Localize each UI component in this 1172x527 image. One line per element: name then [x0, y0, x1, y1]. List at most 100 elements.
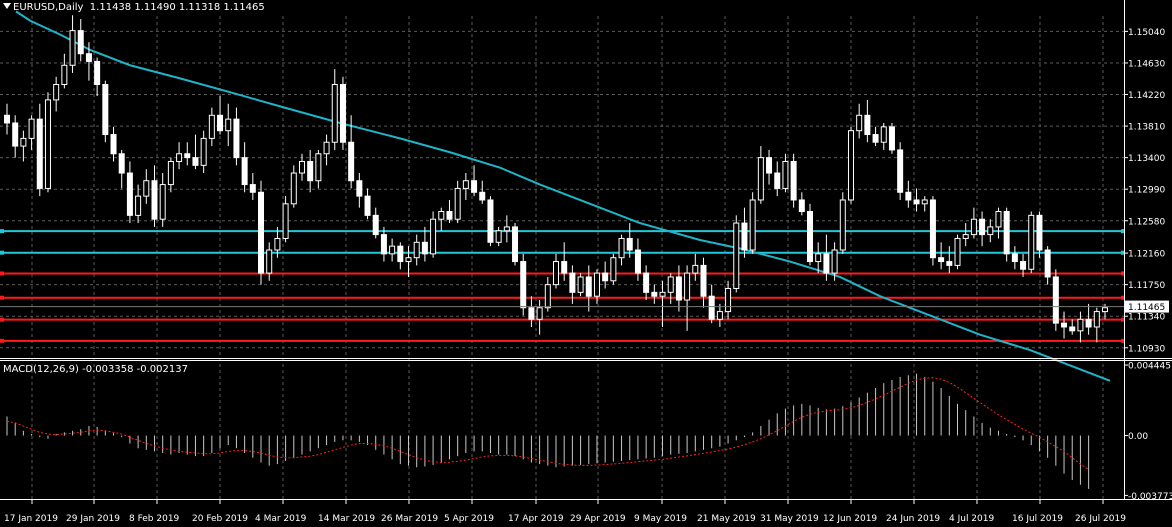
- bull-candle: [962, 234, 969, 239]
- bear-candle: [1036, 214, 1043, 251]
- bear-candle: [36, 118, 43, 189]
- bull-candle: [577, 276, 584, 293]
- bear-candle: [675, 276, 682, 301]
- price-tick-label: 1.14220: [1128, 91, 1165, 101]
- time-tick-label: 17 Apr 2019: [508, 514, 564, 524]
- time-tick-label: 8 Feb 2019: [129, 514, 180, 524]
- time-tick-label: 4 Jul 2019: [949, 514, 994, 524]
- price-tick-label: 1.12160: [1128, 250, 1165, 260]
- bull-candle: [782, 160, 789, 189]
- bull-candle: [880, 126, 887, 143]
- bull-candle: [839, 199, 846, 251]
- time-tick-label: 12 Jun 2019: [823, 514, 877, 524]
- time-tick-label: 21 May 2019: [697, 514, 756, 524]
- bull-candle: [225, 118, 232, 132]
- axes: 1.15040 1.14630 1.14220 1.13810 1.13400 1.129…: [0, 28, 1172, 524]
- bull-candle: [610, 257, 617, 282]
- macd-tick-label: 0.00: [1128, 432, 1148, 442]
- bull-candle: [167, 160, 174, 186]
- bull-candle: [831, 249, 838, 274]
- level-handle: [0, 317, 4, 322]
- bull-candle: [176, 153, 183, 162]
- bear-candle: [823, 253, 830, 274]
- bear-candle: [192, 157, 199, 166]
- triangle-down-icon[interactable]: [3, 3, 11, 9]
- bear-candle: [421, 241, 428, 255]
- bull-candle: [593, 272, 600, 297]
- macd-tick-label: 0.004445: [1128, 362, 1171, 372]
- bull-candle: [266, 249, 273, 274]
- bull-candle: [28, 118, 35, 139]
- current-price-box: [1125, 300, 1169, 313]
- macd-header: MACD(12,26,9) -0.003358 -0.002137: [3, 364, 188, 376]
- bull-candle: [323, 141, 330, 155]
- time-tick-label: 26 Mar 2019: [381, 514, 438, 524]
- bull-candle: [987, 226, 994, 236]
- time-tick-label: 26 Jul 2019: [1075, 514, 1126, 524]
- bull-candle: [143, 180, 150, 197]
- moving-average: [15, 10, 1111, 382]
- bear-candle: [233, 118, 240, 159]
- time-tick-label: 24 Jun 2019: [886, 514, 940, 524]
- moving-average-line: [15, 10, 1111, 382]
- bull-candle: [135, 195, 142, 216]
- bear-candle: [77, 30, 84, 55]
- bull-candle: [1077, 318, 1084, 332]
- bear-candle: [651, 291, 658, 297]
- bear-candle: [118, 153, 125, 174]
- time-tick-label: 29 Jan 2019: [66, 514, 120, 524]
- time-tick-label: 20 Feb 2019: [192, 514, 248, 524]
- bull-candle: [553, 261, 559, 286]
- bear-candle: [110, 134, 117, 155]
- bull-candle: [1093, 311, 1100, 328]
- macd-signal-line: [6, 377, 1089, 470]
- bull-candle: [970, 218, 977, 236]
- bear-candle: [766, 157, 773, 174]
- bear-candle: [126, 172, 133, 216]
- bull-candle: [405, 257, 412, 263]
- bear-candle: [241, 157, 248, 186]
- horizontal-levels[interactable]: [0, 229, 1125, 343]
- bear-candle: [569, 272, 576, 293]
- bull-candle: [856, 114, 863, 132]
- bear-candle: [634, 249, 641, 274]
- macd-indicator: [6, 373, 1090, 489]
- bear-candle: [979, 218, 986, 236]
- bull-candle: [454, 187, 461, 220]
- bear-candle: [790, 160, 797, 201]
- bear-candle: [446, 211, 453, 220]
- bull-candle: [430, 218, 437, 255]
- bull-candle: [20, 137, 27, 147]
- level-handle: [0, 229, 4, 234]
- bear-candle: [85, 53, 92, 62]
- bull-candle: [389, 245, 396, 255]
- bear-candle: [1020, 261, 1027, 270]
- time-tick-label: 29 Apr 2019: [570, 514, 626, 524]
- bull-candle: [544, 284, 551, 309]
- bull-candle: [847, 130, 854, 201]
- bull-candle: [749, 199, 756, 251]
- bear-candle: [946, 261, 953, 266]
- bull-candle: [413, 241, 420, 259]
- level-handle: [1121, 250, 1125, 255]
- bear-candle: [380, 234, 387, 255]
- time-tick-label: 16 Jul 2019: [1012, 514, 1063, 524]
- bull-candle: [815, 253, 822, 263]
- bear-candle: [1011, 253, 1018, 263]
- price-tick-label: 1.10930: [1128, 344, 1165, 354]
- bear-candle: [913, 199, 920, 205]
- level-handle: [1121, 295, 1125, 300]
- bear-candle: [479, 191, 486, 201]
- bull-candle: [44, 99, 51, 189]
- bear-candle: [217, 114, 224, 132]
- time-tick-label: 17 Jan 2019: [4, 514, 58, 524]
- bear-candle: [1061, 322, 1068, 328]
- bear-candle: [339, 84, 346, 143]
- bull-candle: [684, 272, 691, 301]
- level-handle: [0, 271, 4, 276]
- bear-candle: [1085, 318, 1092, 328]
- price-tick-label: 1.11340: [1128, 313, 1165, 323]
- bull-candle: [757, 157, 764, 201]
